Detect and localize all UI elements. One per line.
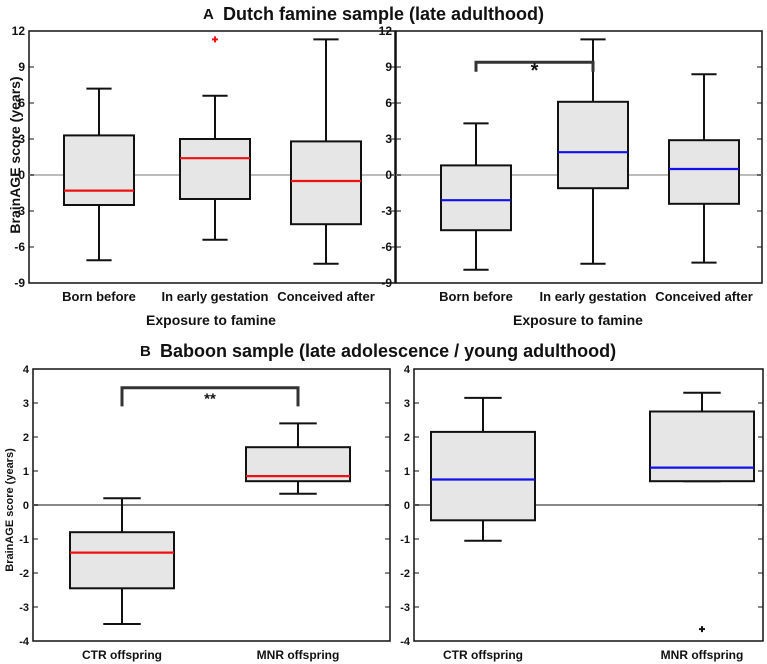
chart-a-left: -9 -6 -3 0 3 6 9 12 Born before In early gestatio…: [12, 24, 396, 304]
y-tick-label: 4: [404, 364, 411, 376]
y-tick-label: 0: [18, 168, 25, 182]
box: [440, 164, 512, 232]
panel-a-left-xlabel: Exposure to famine: [146, 312, 276, 328]
y-tick-label: 12: [12, 24, 26, 38]
panel-a-letter: A: [203, 6, 214, 23]
y-tick-label: -9: [381, 276, 392, 290]
y-tick-label: 9: [385, 60, 392, 74]
y-tick-label: 3: [385, 132, 392, 146]
plot-frame: [395, 30, 763, 284]
y-tick-label: 12: [379, 24, 393, 38]
category-label: Born before: [62, 289, 136, 304]
y-tick-label: -6: [381, 240, 392, 254]
significance-bracket: [474, 60, 595, 72]
y-tick-label: 9: [18, 60, 25, 74]
chart-b-left: -4 -3 -2 -1 0 1 2 3 4 CTR offspring MNR offspring *…: [19, 364, 391, 662]
panel-b-title: Baboon sample (late adolescence / young …: [160, 341, 616, 361]
box: [179, 138, 251, 200]
y-tick-label: 4: [23, 364, 30, 376]
y-tick-label: -1: [19, 534, 29, 546]
panel-a-right-xlabel: Exposure to famine: [513, 312, 643, 328]
y-tick-label: -2: [400, 568, 410, 580]
panel-a-title: Dutch famine sample (late adulthood): [223, 4, 544, 24]
y-tick-label: 3: [18, 132, 25, 146]
plot-frame: [28, 30, 396, 284]
y-tick-label: -1: [400, 534, 410, 546]
category-label: Conceived after: [277, 289, 375, 304]
y-tick-label: 6: [385, 96, 392, 110]
y-tick-label: 0: [385, 168, 392, 182]
y-tick-label: 0: [404, 500, 410, 512]
y-tick-label: -3: [381, 204, 392, 218]
box: [649, 410, 755, 483]
category-label: Conceived after: [655, 289, 753, 304]
box: [430, 430, 536, 522]
y-tick-label: 1: [404, 466, 410, 478]
chart-b-right: -4 -3 -2 -1 0 1 2 3 4 CTR offspring MNR offspring: [400, 364, 764, 662]
category-label: In early gestation: [162, 289, 269, 304]
y-tick-label: -6: [14, 240, 25, 254]
category-label: In early gestation: [540, 289, 647, 304]
category-label: MNR offspring: [661, 648, 744, 662]
y-tick-label: 2: [404, 432, 410, 444]
box: [668, 139, 740, 205]
y-tick-label: 6: [18, 96, 25, 110]
y-tick-label: -9: [14, 276, 25, 290]
box: [557, 100, 629, 190]
category-label: CTR offspring: [82, 648, 162, 662]
category-label: MNR offspring: [257, 648, 340, 662]
y-tick-label: 3: [404, 398, 410, 410]
y-tick-label: 2: [23, 432, 29, 444]
y-tick-label: -2: [19, 568, 29, 580]
category-label: CTR offspring: [443, 648, 523, 662]
y-tick-label: 3: [23, 398, 29, 410]
category-label: Born before: [439, 289, 513, 304]
box: [290, 140, 362, 226]
y-tick-label: -4: [19, 636, 30, 648]
panel-b-letter: B: [140, 343, 151, 360]
y-tick-label: -3: [19, 602, 29, 614]
box: [69, 531, 175, 590]
significance-label: *: [531, 60, 539, 82]
y-tick-label: 0: [23, 500, 29, 512]
y-tick-label: -3: [400, 602, 410, 614]
panel-b-ylabel: BrainAGE score (years): [4, 448, 16, 572]
y-tick-label: -4: [400, 636, 411, 648]
significance-bracket: [120, 386, 300, 407]
box: [63, 134, 135, 206]
panel-a-ylabel: BrainAGE score (years): [7, 76, 23, 233]
y-tick-label: -3: [14, 204, 25, 218]
chart-a-right: -9 -6 -3 0 3 6 9 12 Born before In early gestatio…: [379, 24, 763, 304]
y-tick-label: 1: [23, 466, 29, 478]
significance-label: **: [204, 391, 216, 408]
